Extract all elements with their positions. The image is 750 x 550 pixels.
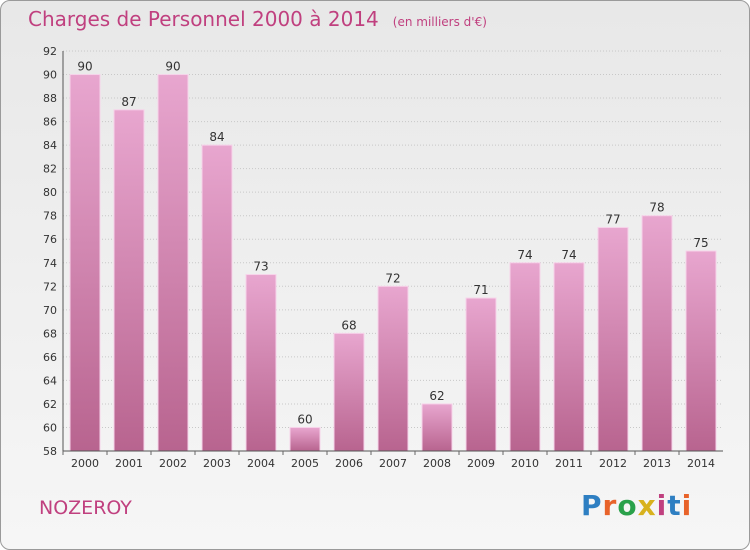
y-tick-label: 60	[43, 421, 57, 434]
bar	[113, 109, 145, 452]
x-tick-label: 2000	[71, 457, 99, 470]
bar	[245, 274, 277, 452]
data-label: 74	[561, 248, 576, 262]
chart-title-text: Charges de Personnel 2000 à 2014	[28, 7, 379, 31]
y-tick-label: 66	[43, 351, 57, 364]
bar	[597, 226, 629, 452]
data-label: 90	[165, 60, 180, 74]
x-tick-label: 2013	[643, 457, 671, 470]
bars	[69, 74, 717, 452]
logo-letter: r	[602, 489, 618, 522]
x-tick-label: 2003	[203, 457, 231, 470]
logo-letter: t	[667, 489, 682, 522]
y-tick-label: 76	[43, 233, 57, 246]
y-tick-label: 72	[43, 280, 57, 293]
data-label: 87	[121, 95, 136, 109]
data-label: 72	[385, 271, 400, 285]
x-tick-label: 2007	[379, 457, 407, 470]
bar	[641, 215, 673, 452]
y-tick-label: 92	[43, 45, 57, 58]
x-tick-label: 2001	[115, 457, 143, 470]
data-label: 73	[253, 260, 268, 274]
y-tick-label: 90	[43, 69, 57, 82]
data-label: 90	[77, 60, 92, 74]
bar	[157, 74, 189, 452]
logo-letter: o	[617, 489, 638, 522]
x-tick-label: 2004	[247, 457, 275, 470]
bar	[289, 426, 321, 452]
y-tick-label: 84	[43, 139, 57, 152]
bar	[553, 262, 585, 452]
data-label: 84	[209, 130, 224, 144]
x-tick-label: 2002	[159, 457, 187, 470]
x-tick-label: 2005	[291, 457, 319, 470]
bar	[69, 74, 101, 452]
logo-letter: i	[681, 489, 693, 522]
x-tick-label: 2009	[467, 457, 495, 470]
y-tick-label: 82	[43, 163, 57, 176]
data-label: 77	[605, 212, 620, 226]
data-label: 71	[473, 283, 488, 297]
chart-title: Charges de Personnel 2000 à 2014 (en mill…	[28, 7, 487, 31]
axes	[62, 51, 723, 452]
y-tick-label: 86	[43, 116, 57, 129]
bar	[201, 144, 233, 452]
x-tick-label: 2006	[335, 457, 363, 470]
bar	[465, 297, 497, 452]
x-tick-label: 2011	[555, 457, 583, 470]
y-tick-label: 88	[43, 92, 57, 105]
y-tick-label: 58	[43, 445, 57, 458]
y-tick-label: 74	[43, 257, 57, 270]
data-label: 68	[341, 318, 356, 332]
data-label: 62	[429, 389, 444, 403]
chart-subtitle: (en milliers d'€)	[392, 15, 487, 29]
bar	[685, 250, 717, 452]
y-tick-labels: 58 60 62 64 66 68 70 72 74 76 78 80 82 84 86 88 90 92	[43, 45, 57, 458]
y-tick-label: 78	[43, 210, 57, 223]
logo-letter: i	[656, 489, 668, 522]
x-tick-label: 2012	[599, 457, 627, 470]
data-labels: 90 87 90 84 73 60 68 72 62 71 74 74 77 78 75	[77, 60, 708, 427]
x-tick-label: 2010	[511, 457, 539, 470]
bar	[509, 262, 541, 452]
bar	[377, 285, 409, 452]
place-name: NOZEROY	[39, 497, 132, 519]
y-tick-label: 68	[43, 327, 57, 340]
bar	[421, 403, 453, 452]
proxiti-logo: Proxiti	[581, 489, 692, 522]
data-label: 74	[517, 248, 532, 262]
data-label: 75	[693, 236, 708, 250]
logo-letter: P	[581, 489, 603, 522]
x-tick-labels: 2000 2001 2002 2003 2004 2005 2006 2007 2008 2009…	[62, 451, 715, 470]
y-tick-label: 80	[43, 186, 57, 199]
bar	[333, 332, 365, 452]
x-tick-label: 2014	[687, 457, 715, 470]
data-label: 60	[297, 412, 312, 426]
logo-letter: x	[637, 489, 657, 522]
y-tick-label: 62	[43, 398, 57, 411]
data-label: 78	[649, 201, 664, 215]
y-tick-label: 64	[43, 374, 57, 387]
y-tick-label: 70	[43, 304, 57, 317]
x-tick-label: 2008	[423, 457, 451, 470]
